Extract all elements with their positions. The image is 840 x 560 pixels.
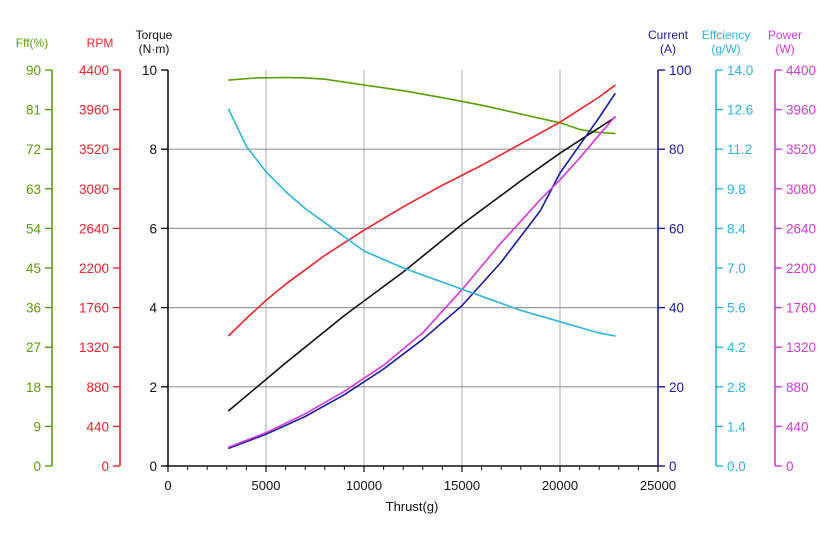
- y-axis-title: Effciency: [702, 28, 750, 42]
- y-tick-label: 2.8: [727, 380, 746, 395]
- y-tick-label: 14.0: [727, 63, 753, 78]
- x-axis-label: Thrust(g): [386, 499, 439, 514]
- series-line-efficiency: [228, 108, 616, 337]
- y-tick-label: 8.4: [727, 221, 746, 236]
- grid-lines: [168, 70, 658, 466]
- y-tick-label: 11.2: [727, 142, 752, 157]
- x-tick-label: 5000: [252, 478, 281, 493]
- y-tick-label: 880: [86, 380, 109, 395]
- y-tick-label: 4: [149, 301, 157, 316]
- y-tick-label: 10: [142, 63, 157, 78]
- y-tick-label: 72: [26, 142, 41, 157]
- y-tick-label: 36: [26, 301, 41, 316]
- y-tick-label: 440: [86, 419, 109, 434]
- series-line-rpm: [228, 84, 616, 337]
- y-tick-label: 9: [33, 419, 41, 434]
- y-tick-label: 3960: [79, 103, 109, 118]
- y-tick-label: 0: [786, 459, 794, 474]
- y-tick-label: 81: [26, 103, 41, 118]
- y-tick-label: 45: [26, 261, 41, 276]
- series-line-torque: [228, 116, 616, 412]
- y-tick-label: 3080: [79, 182, 109, 197]
- y-axis-title: Fff(%): [16, 36, 48, 50]
- y-tick-label: 3960: [786, 103, 816, 118]
- y-tick-label: 20: [669, 380, 684, 395]
- y-axis-title: (g/W): [711, 42, 740, 56]
- y-tick-label: 7.0: [727, 261, 746, 276]
- y-axis-power: 440039603520308026402200176013208804400P…: [768, 28, 816, 474]
- y-tick-label: 2200: [79, 261, 109, 276]
- y-tick-label: 90: [26, 63, 41, 78]
- y-tick-label: 4.2: [727, 340, 746, 355]
- y-tick-label: 2640: [79, 221, 109, 236]
- y-tick-label: 63: [26, 182, 41, 197]
- y-axis-title: Current: [648, 28, 689, 42]
- y-tick-label: 440: [786, 419, 809, 434]
- y-tick-label: 1320: [786, 340, 816, 355]
- y-tick-label: 2200: [786, 261, 816, 276]
- axes: 0 5000 10000 15000 20000 25000908172635445362…: [16, 28, 816, 493]
- y-axis-title: (W): [775, 42, 794, 56]
- y-tick-label: 4400: [786, 63, 816, 78]
- y-tick-label: 27: [26, 340, 41, 355]
- y-tick-label: 2: [149, 380, 157, 395]
- y-tick-label: 6: [149, 221, 157, 236]
- y-tick-label: 1760: [786, 301, 816, 316]
- x-tick-label: 25000: [640, 478, 676, 493]
- y-tick-label: 2640: [786, 221, 816, 236]
- y-tick-label: 0: [101, 459, 109, 474]
- y-tick-label: 3520: [79, 142, 109, 157]
- y-tick-label: 12.6: [727, 103, 753, 118]
- y-tick-label: 5.6: [727, 301, 746, 316]
- y-axis-title: Power: [768, 28, 802, 42]
- y-axis-title: RPM: [87, 36, 114, 50]
- y-tick-label: 100: [669, 63, 692, 78]
- y-axis-title: Torque: [136, 28, 173, 42]
- series-lines: [228, 76, 616, 450]
- x-tick-label: 0: [164, 478, 171, 493]
- y-tick-label: 3520: [786, 142, 816, 157]
- y-tick-label: 880: [786, 380, 809, 395]
- y-tick-label: 0: [669, 459, 677, 474]
- y-tick-label: 4400: [79, 63, 109, 78]
- y-tick-label: 0: [33, 459, 41, 474]
- y-axis-torque: 10 8 6 4 2 0 Torque(N·m): [136, 28, 173, 474]
- y-tick-label: 1.4: [727, 419, 746, 434]
- y-tick-label: 80: [669, 142, 684, 157]
- y-tick-label: 1760: [79, 301, 109, 316]
- y-tick-label: 54: [26, 221, 42, 236]
- series-line-current: [228, 93, 616, 450]
- x-tick-label: 15000: [444, 478, 480, 493]
- y-axis-current: 100 80 60 40 20 0 Current(A): [648, 28, 692, 474]
- x-tick-label: 10000: [346, 478, 382, 493]
- x-tick-label: 20000: [542, 478, 578, 493]
- y-axis-efficiency: 14.0 12.6 11.2 9.8 8.4 7.0 5.6 4.2 2.8 1.4 0.0 Effc…: [702, 28, 754, 474]
- y-tick-label: 18: [26, 380, 41, 395]
- y-tick-label: 8: [149, 142, 157, 157]
- y-axis-title: (N·m): [139, 42, 170, 56]
- y-tick-label: 40: [669, 301, 684, 316]
- series-line-power: [228, 116, 616, 448]
- y-tick-label: 0.0: [727, 459, 746, 474]
- y-tick-label: 9.8: [727, 182, 746, 197]
- y-tick-label: 3080: [786, 182, 816, 197]
- y-axis-title: (A): [660, 42, 676, 56]
- y-tick-label: 60: [669, 221, 684, 236]
- y-tick-label: 0: [149, 459, 157, 474]
- series-line-eff: [228, 76, 616, 135]
- y-axis-rpm: 440039603520308026402200176013208804400R…: [79, 36, 121, 474]
- y-tick-label: 1320: [79, 340, 109, 355]
